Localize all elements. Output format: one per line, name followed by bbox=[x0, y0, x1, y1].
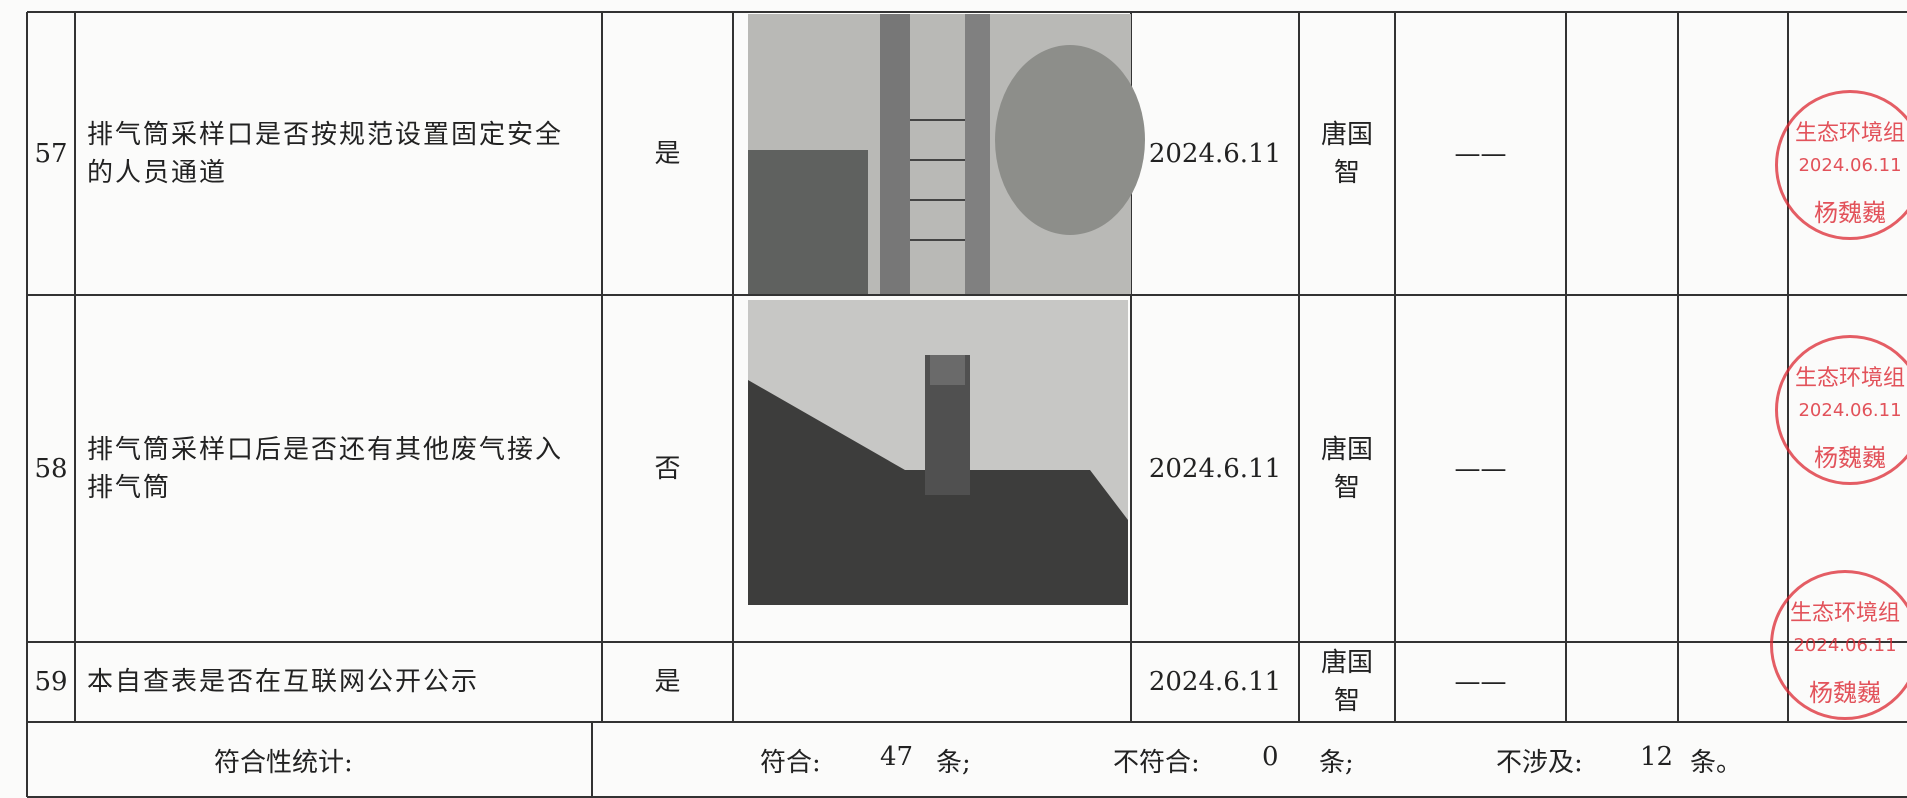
cell-result: 否 bbox=[654, 453, 681, 484]
stamp-org: 生态环境组 bbox=[1794, 366, 1905, 391]
stamp-org: 生态环境组 bbox=[1789, 601, 1900, 626]
cell-no: 59 bbox=[34, 667, 68, 697]
photo-stack bbox=[748, 300, 1128, 605]
stamp-name: 杨魏巍 bbox=[1814, 199, 1886, 227]
cell-remark: —— bbox=[1454, 667, 1507, 697]
summary-number: 12 bbox=[1640, 742, 1674, 772]
cell-person: 唐国智 bbox=[1320, 434, 1373, 503]
cell-date: 2024.6.11 bbox=[1148, 453, 1282, 484]
cell-date: 2024.6.11 bbox=[1148, 138, 1282, 169]
summary-text: 符合: bbox=[760, 748, 821, 778]
summary-label: 符合性统计: bbox=[214, 748, 353, 778]
cell-no: 57 bbox=[34, 138, 68, 169]
stamp: 生态环境组 2024.06.11 杨魏巍 bbox=[1775, 90, 1907, 240]
cell-item: 排气筒采样口后是否还有其他废气接入排气筒 bbox=[87, 434, 564, 503]
stamp-org: 生态环境组 bbox=[1794, 121, 1905, 146]
summary-text: 条; bbox=[1319, 748, 1354, 778]
cell-date: 2024.6.11 bbox=[1148, 667, 1282, 697]
cell-item: 排气筒采样口是否按规范设置固定安全的人员通道 bbox=[87, 119, 564, 188]
summary-text: 不涉及: bbox=[1496, 748, 1583, 778]
stamp: 生态环境组 2024.06.11 杨魏巍 bbox=[1770, 570, 1907, 720]
cell-person: 唐国智 bbox=[1320, 648, 1373, 716]
stamp-name: 杨魏巍 bbox=[1814, 444, 1886, 472]
cell-result: 是 bbox=[654, 667, 681, 697]
stamp-name: 杨魏巍 bbox=[1809, 679, 1881, 707]
stamp-date: 2024.06.11 bbox=[1793, 635, 1897, 656]
photo-stairs bbox=[748, 14, 1145, 294]
summary-number: 47 bbox=[880, 742, 914, 772]
cell-result: 是 bbox=[654, 138, 681, 169]
stamp-date: 2024.06.11 bbox=[1798, 155, 1902, 176]
cell-item: 本自查表是否在互联网公开公示 bbox=[87, 667, 480, 697]
stamp: 生态环境组 2024.06.11 杨魏巍 bbox=[1775, 335, 1907, 485]
stamp-date: 2024.06.11 bbox=[1798, 400, 1902, 421]
cell-remark: —— bbox=[1454, 453, 1507, 484]
cell-remark: —— bbox=[1454, 138, 1507, 169]
summary-text: 不符合: bbox=[1113, 748, 1200, 778]
cell-person: 唐国智 bbox=[1320, 119, 1373, 188]
summary-text: 条; bbox=[936, 748, 971, 778]
summary-number: 0 bbox=[1262, 742, 1279, 772]
cell-no: 58 bbox=[34, 453, 68, 484]
summary-text: 条。 bbox=[1690, 748, 1743, 778]
